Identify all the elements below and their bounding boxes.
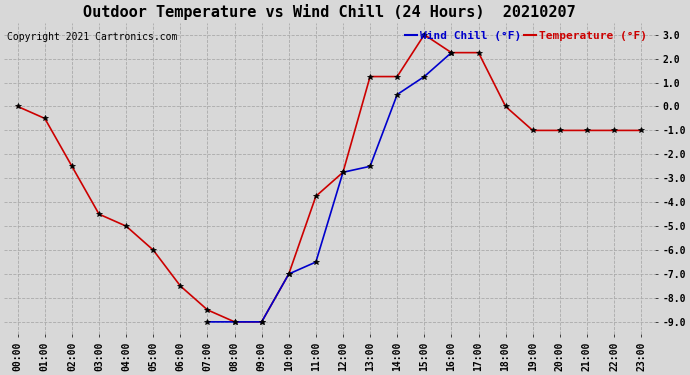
Legend: Wind Chill (°F), Temperature (°F): Wind Chill (°F), Temperature (°F) — [403, 28, 649, 43]
Title: Outdoor Temperature vs Wind Chill (24 Hours)  20210207: Outdoor Temperature vs Wind Chill (24 Ho… — [83, 4, 576, 20]
Text: Copyright 2021 Cartronics.com: Copyright 2021 Cartronics.com — [8, 32, 178, 42]
